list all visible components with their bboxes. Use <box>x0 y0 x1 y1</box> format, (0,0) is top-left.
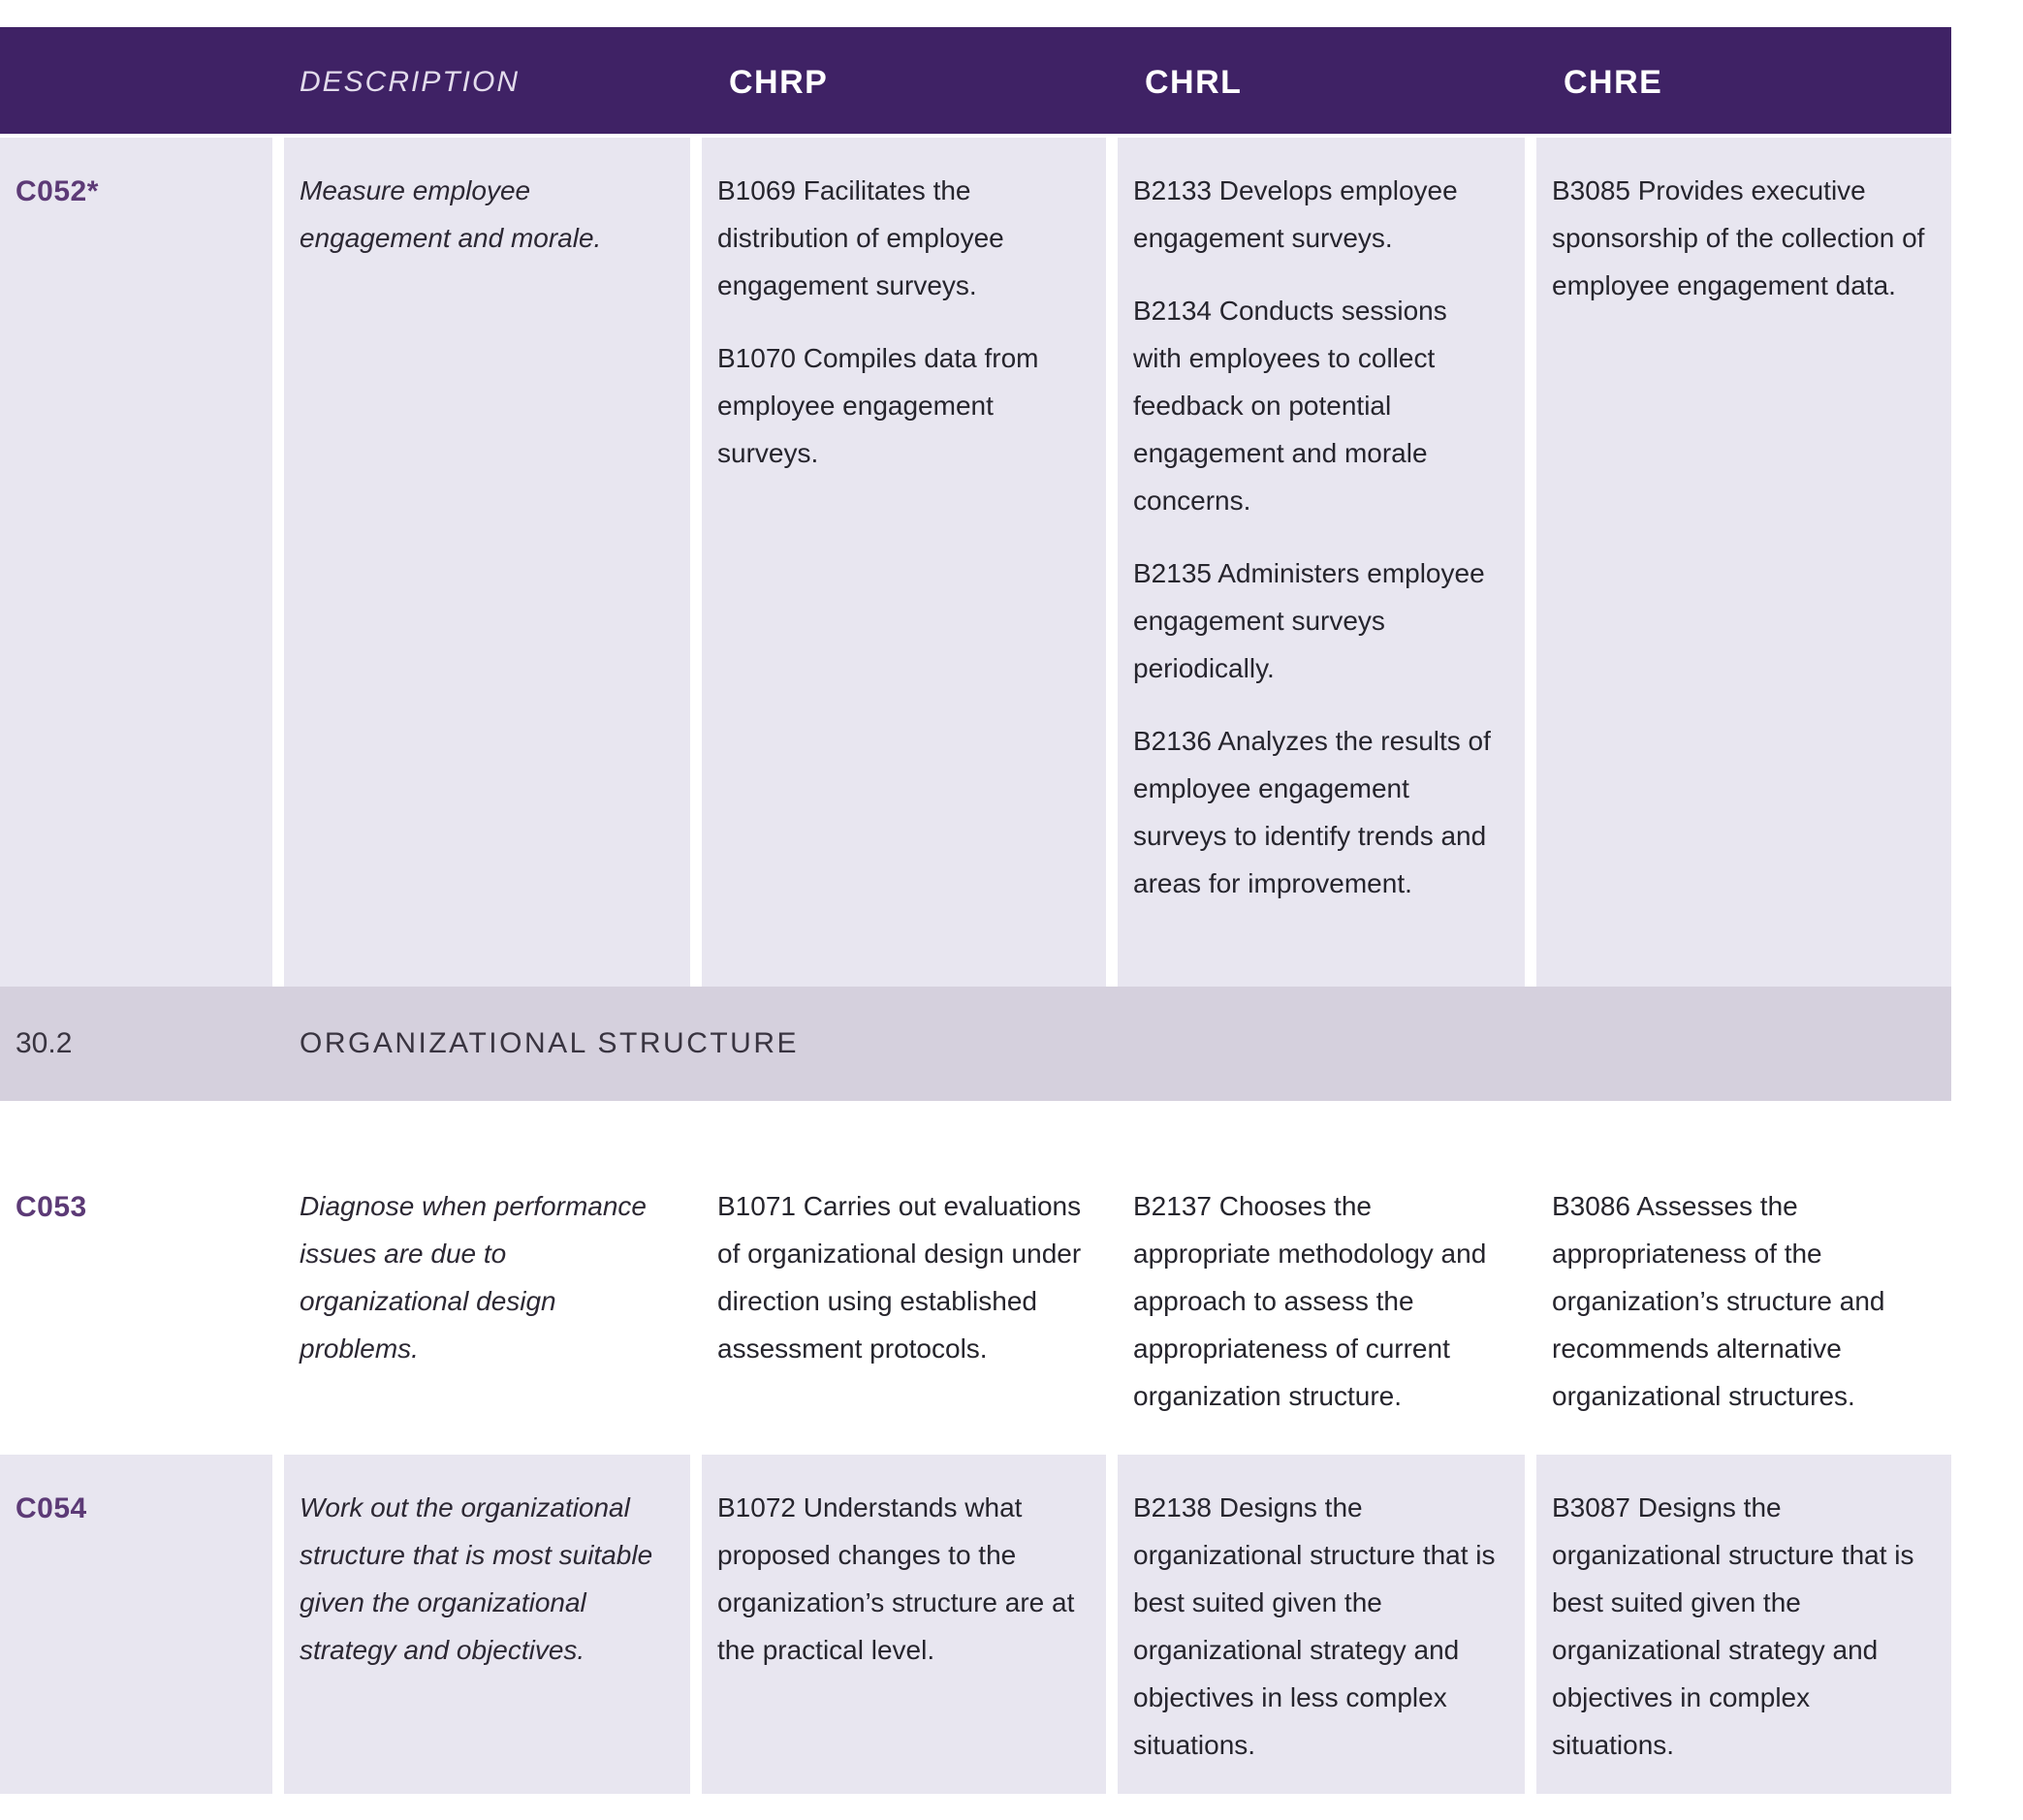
column-header-chrp: CHRP <box>729 63 829 101</box>
column-header-description: DESCRIPTION <box>300 66 521 98</box>
chrl-item: B2136 Analyzes the results of employee e… <box>1133 726 1491 898</box>
description-text: Diagnose when performance issues are due… <box>300 1191 647 1364</box>
chre-cell: B3085 Provides executive sponsorship of … <box>1536 138 1951 987</box>
description-cell: Measure employee engagement and morale. <box>284 138 690 987</box>
chrp-item: B1072 Understands what proposed changes … <box>717 1492 1075 1665</box>
section-header-row: 30.2 ORGANIZATIONAL STRUCTURE <box>0 987 1951 1101</box>
chrl-item: B2135 Administers employee engagement su… <box>1133 558 1485 683</box>
competency-table-page: DESCRIPTION CHRP CHRL CHRE C052* Measure… <box>0 27 1951 1806</box>
chre-item: B3087 Designs the organizational structu… <box>1552 1492 1914 1760</box>
competency-code-cell: C053 <box>0 1153 272 1445</box>
chre-item: B3086 Assesses the appropriateness of th… <box>1552 1191 1885 1411</box>
table-row-c052: C052* Measure employee engagement and mo… <box>0 138 1951 987</box>
competency-code-cell: C054 <box>0 1455 272 1794</box>
table-row-c054: C054 Work out the organizational structu… <box>0 1455 1951 1806</box>
chrl-cell: B2137 Chooses the appropriate methodolog… <box>1118 1153 1525 1445</box>
competency-code: C053 <box>16 1191 87 1223</box>
chre-item: B3085 Provides executive sponsorship of … <box>1552 175 1925 300</box>
table-header: DESCRIPTION CHRP CHRL CHRE <box>0 27 1951 134</box>
section-number: 30.2 <box>16 1027 73 1059</box>
chrp-item: B1070 Compiles data from employee engage… <box>717 343 1039 468</box>
chrl-item: B2137 Chooses the appropriate methodolog… <box>1133 1191 1487 1411</box>
chrp-item: B1069 Facilitates the distribution of em… <box>717 175 1004 300</box>
chrp-cell: B1071 Carries out evaluations of organiz… <box>702 1153 1106 1445</box>
chrl-item: B2133 Develops employee engagement surve… <box>1133 175 1458 253</box>
chrl-cell: B2138 Designs the organizational structu… <box>1118 1455 1525 1794</box>
column-header-chrl: CHRL <box>1145 63 1243 101</box>
chrp-cell: B1069 Facilitates the distribution of em… <box>702 138 1106 987</box>
competency-code: C052* <box>16 175 99 207</box>
column-header-code <box>0 78 272 82</box>
description-cell: Diagnose when performance issues are due… <box>284 1153 690 1445</box>
chrl-item: B2138 Designs the organizational structu… <box>1133 1492 1496 1760</box>
chrp-item: B1071 Carries out evaluations of organiz… <box>717 1191 1082 1364</box>
competency-code-cell: C052* <box>0 138 272 987</box>
competency-code: C054 <box>16 1492 87 1524</box>
description-text: Measure employee engagement and morale. <box>300 175 602 253</box>
description-text: Work out the organizational structure th… <box>300 1492 653 1665</box>
table-row-c053: C053 Diagnose when performance issues ar… <box>0 1153 1951 1449</box>
chrl-cell: B2133 Develops employee engagement surve… <box>1118 138 1525 987</box>
chrl-item: B2134 Conducts sessions with employees t… <box>1133 296 1447 516</box>
section-title: ORGANIZATIONAL STRUCTURE <box>300 1027 800 1059</box>
description-cell: Work out the organizational structure th… <box>284 1455 690 1794</box>
chrp-cell: B1072 Understands what proposed changes … <box>702 1455 1106 1794</box>
chre-cell: B3087 Designs the organizational structu… <box>1536 1455 1951 1794</box>
column-header-chre: CHRE <box>1564 63 1663 101</box>
chre-cell: B3086 Assesses the appropriateness of th… <box>1536 1153 1951 1445</box>
